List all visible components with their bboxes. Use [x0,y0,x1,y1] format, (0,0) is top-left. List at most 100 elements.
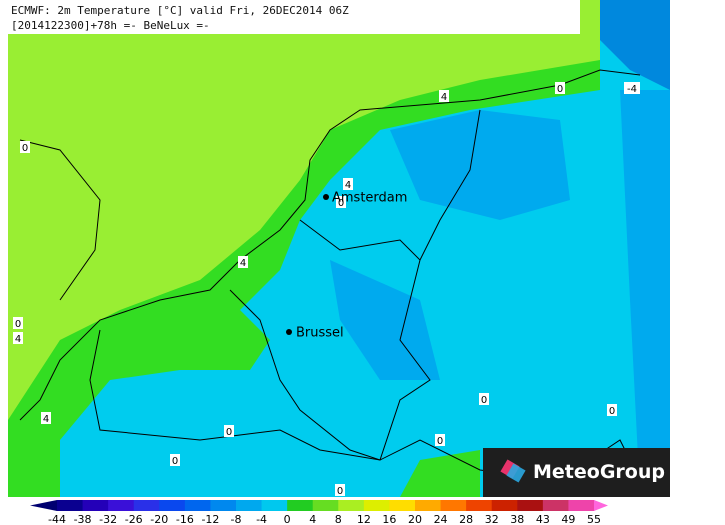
coastline [19,139,101,301]
colorbar-segment [491,500,518,511]
colorbar-tick-label: 20 [408,513,422,525]
colorbar-tick-label: 32 [485,513,499,525]
zone-green [400,450,480,497]
colorbar-segment [542,500,569,511]
colorbar-tick-label: 55 [587,513,601,525]
header-line: [2014122300]+78h =- BeNeLux =- [11,19,210,32]
colorbar-tick-label: 24 [434,513,448,525]
contour-label: 4 [43,414,49,425]
logo: MeteoGroup [483,448,670,497]
contour-label-box [41,412,51,424]
colorbar-segment [287,500,314,511]
contour-label-box [13,332,23,344]
colorbar-tick-label: 49 [561,513,575,525]
colorbar-tick-label: 8 [335,513,342,525]
colorbar-tick-label: -12 [201,513,219,525]
zone-blue [390,110,570,220]
colorbar-segment [261,500,288,511]
colorbar-segment [338,500,365,511]
colorbar-tick-label: 28 [459,513,473,525]
contour-label: 4 [441,92,447,103]
zone-blue [620,90,670,497]
colorbar-segment [389,500,416,511]
colorbar-tick-label: 43 [536,513,550,525]
contour-label-box [607,404,617,416]
colorbar-tick-label: -4 [256,513,267,525]
colorbar-tick-label: -26 [125,513,143,525]
colorbar-tick-label: -20 [150,513,168,525]
colorbar-segment [363,500,390,511]
place: Amsterdam [323,191,407,206]
contour-label-box [439,90,449,102]
colorbar-segment [517,500,544,511]
colorbar-tick-label: -16 [176,513,194,525]
contour-label-box [343,178,353,190]
colorbar-tick-label: -32 [99,513,117,525]
contour-label-box [624,82,640,94]
place: Brussel [286,326,344,341]
colorbar: -44 -38 -32 -26 -20 -16 -12 -8 -4 0 4 8 12 16 20 24 28 32… [30,500,608,525]
coastline [19,69,641,421]
logo-icon [506,463,526,483]
contour-label-box [20,141,30,153]
colorbar-segment [440,500,467,511]
colorbar-tick-label: 4 [309,513,316,525]
colorbar-segment [159,500,186,511]
colorbar-segment [236,500,263,511]
city-label: Brussel [296,326,344,341]
zone-dark-blue [600,0,670,90]
colorbar-segment [108,500,135,511]
colorbar-segment [82,500,109,511]
city-label: Amsterdam [332,191,407,206]
contour-label: 4 [345,180,351,191]
colorbar-tick-label: 0 [284,513,291,525]
contour-label: 0 [172,456,178,467]
city-dot [323,194,329,200]
colorbar-tick-label: 38 [510,513,524,525]
header: ECMWF: 2m Temperature [°C] valid Fri, 26… [8,0,580,34]
contour-label: 4 [240,258,246,269]
border [229,219,431,461]
contour-label-box [336,196,346,208]
contour-label: 0 [481,395,487,406]
colorbar-tick-label: -44 [48,513,66,525]
colorbar-tick-label: 12 [357,513,371,525]
header-box [8,0,580,34]
contour-label: 0 [337,486,343,497]
colorbar-segment [210,500,237,511]
colorbar-segment [133,500,160,511]
borders [19,69,641,481]
contour-label-box [170,454,180,466]
colorbar-over [594,500,608,511]
header-line: ECMWF: 2m Temperature [°C] valid Fri, 26… [11,4,349,17]
contour-label: 0 [226,427,232,438]
colorbar-tick-label: -38 [74,513,92,525]
contour-label: 0 [15,319,21,330]
contour-label: 0 [557,84,563,95]
colorbar-tick-label: 16 [382,513,396,525]
contour-label: -4 [627,84,637,95]
contour-label-box [555,82,565,94]
contour-label-box [335,484,345,496]
contour-label: 0 [22,143,28,154]
colorbar-segment [184,500,211,511]
border [419,109,481,261]
logo-text: MeteoGroup [533,461,665,483]
contour-label: 0 [437,436,443,447]
colorbar-segment [466,500,493,511]
contour-label-box [13,317,23,329]
contour-label-box [224,425,234,437]
zone-blue [330,260,440,380]
contour-label-box [479,393,489,405]
city-dot [286,329,292,335]
zone-light-green [8,0,600,420]
colorbar-under [30,500,57,511]
contour-label: 0 [609,406,615,417]
colorbar-segment [57,500,84,511]
colorbar-segment [415,500,442,511]
colorbar-segment [568,500,595,511]
colorbar-segment [312,500,339,511]
